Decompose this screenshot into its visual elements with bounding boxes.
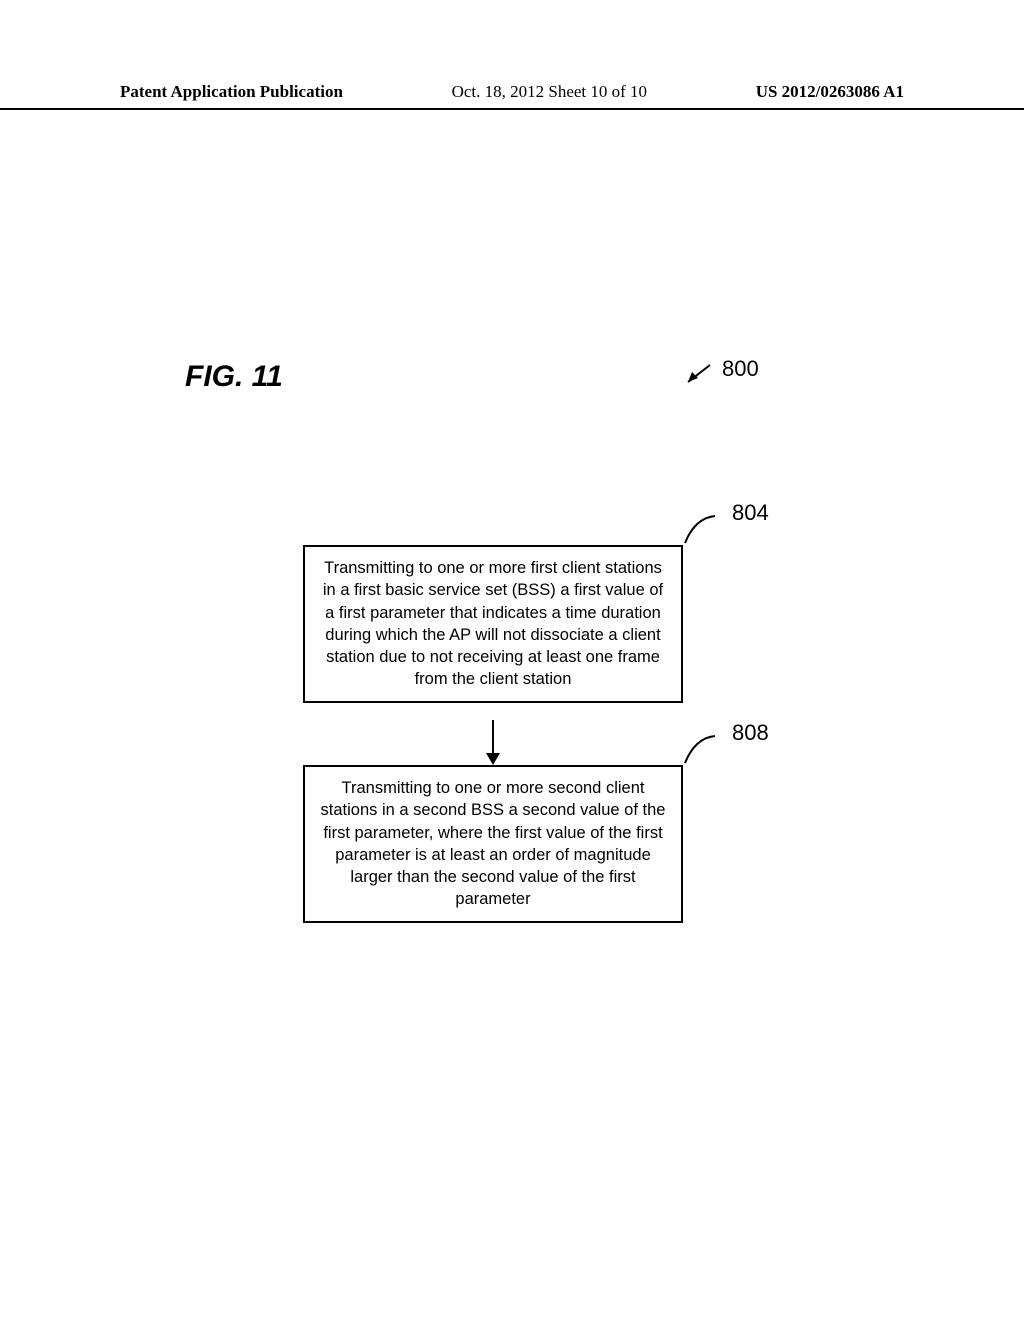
ref-808: 808 bbox=[732, 720, 769, 746]
flowchart-box-2: Transmitting to one or more second clien… bbox=[303, 765, 683, 923]
figure-label: FIG. 11 bbox=[185, 360, 283, 394]
header-row: Patent Application Publication Oct. 18, … bbox=[0, 82, 1024, 102]
box2-text: Transmitting to one or more second clien… bbox=[321, 779, 666, 908]
arrow-shaft bbox=[492, 720, 494, 755]
arrow-head-icon bbox=[486, 753, 500, 765]
box1-text: Transmitting to one or more first client… bbox=[323, 559, 663, 688]
header-left: Patent Application Publication bbox=[120, 82, 343, 102]
leader-808 bbox=[680, 728, 730, 768]
ref-800: 800 bbox=[722, 356, 759, 382]
header-right: US 2012/0263086 A1 bbox=[756, 82, 904, 102]
page-header: Patent Application Publication Oct. 18, … bbox=[0, 82, 1024, 110]
leader-800 bbox=[680, 360, 720, 390]
header-mid: Oct. 18, 2012 Sheet 10 of 10 bbox=[452, 82, 647, 102]
flowchart-box-1: Transmitting to one or more first client… bbox=[303, 545, 683, 703]
ref-804: 804 bbox=[732, 500, 769, 526]
leader-804 bbox=[680, 508, 730, 548]
